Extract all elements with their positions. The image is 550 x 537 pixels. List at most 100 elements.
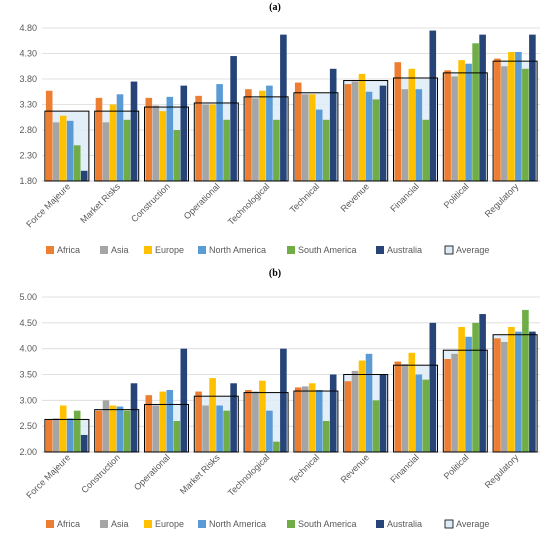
bar-average-outline <box>144 106 189 182</box>
bar-asia <box>501 66 508 181</box>
bar-africa <box>344 381 352 452</box>
bar-asia <box>52 418 60 452</box>
bar-south-america <box>123 410 131 452</box>
x-tick-label: Financial <box>388 181 421 214</box>
x-tick-label: Market Risks <box>178 452 222 496</box>
bar-south-america <box>123 119 131 181</box>
bar-africa <box>195 95 202 181</box>
bar-europe <box>59 115 67 181</box>
bar-asia <box>401 364 409 452</box>
bar-south-america <box>522 309 529 452</box>
bar-australia <box>280 34 287 181</box>
bar-south-america <box>223 410 230 452</box>
bar-south-america <box>273 441 280 452</box>
bar-europe <box>308 94 316 181</box>
bar-europe <box>408 352 416 452</box>
bar-average-outline <box>94 110 140 182</box>
bar-north-america <box>365 91 373 181</box>
bar-south-america <box>472 43 479 181</box>
bar-asia <box>351 81 359 181</box>
bar-south-america <box>322 421 330 452</box>
bar-south-america <box>372 400 380 452</box>
bar-africa <box>444 359 451 452</box>
bar-north-america <box>116 94 124 181</box>
bar-australia <box>529 331 536 452</box>
bar-average-outline <box>343 374 389 453</box>
bar-europe <box>458 326 465 452</box>
bar-europe <box>59 405 67 452</box>
legend-swatch <box>144 246 152 254</box>
bar-europe <box>308 383 316 452</box>
y-tick-label: 4.30 <box>19 49 37 59</box>
x-tick-label: Political <box>442 181 471 210</box>
bar-north-america <box>116 406 124 452</box>
bar-asia <box>202 104 209 181</box>
y-tick-label: 3.80 <box>19 74 37 84</box>
legend-swatch <box>287 246 295 254</box>
legend-label: Average <box>456 245 489 255</box>
legend-swatch <box>376 246 384 254</box>
bar-europe <box>209 378 216 452</box>
x-tick-label: Regulatory <box>483 181 521 219</box>
bar-asia <box>252 391 259 452</box>
bar-north-america <box>66 120 74 181</box>
y-tick-label: 3.00 <box>19 395 37 405</box>
bar-south-america <box>422 119 430 181</box>
bar-north-america <box>66 418 74 452</box>
bar-africa <box>145 97 153 181</box>
bar-africa <box>444 70 451 181</box>
bar-australia <box>529 34 536 181</box>
bar-asia <box>401 89 409 181</box>
bar-africa <box>45 419 53 452</box>
bar-australia <box>379 374 387 452</box>
legend-swatch <box>287 520 295 528</box>
bar-australia <box>130 383 138 452</box>
bar-average-outline <box>442 349 488 453</box>
bar-north-america <box>415 374 423 452</box>
legend-label: Africa <box>57 519 80 529</box>
bar-africa <box>95 410 103 452</box>
legend: Africa Asia Europe North America South Ameri… <box>46 245 489 255</box>
x-tick-label: Force Majeure <box>24 452 72 500</box>
bar-europe <box>259 90 266 181</box>
bar-average-outline <box>144 403 189 453</box>
bar-africa <box>95 97 103 181</box>
legend-label: South America <box>298 245 357 255</box>
bar-asia <box>451 76 458 181</box>
x-tick-label: Operational <box>182 181 222 221</box>
bar-north-america <box>415 89 423 181</box>
y-tick-label: 2.30 <box>19 151 37 161</box>
bar-asia <box>301 386 309 452</box>
bar-average-outline <box>293 92 339 182</box>
bar-australia <box>379 85 387 181</box>
bar-europe <box>508 51 515 181</box>
legend-label: Asia <box>111 519 129 529</box>
bar-average-outline <box>44 418 90 453</box>
bar-africa <box>245 89 252 181</box>
x-tick-label: Regulatory <box>483 452 521 490</box>
bar-average-outline <box>393 364 438 453</box>
y-tick-label: 4.50 <box>19 318 37 328</box>
y-tick-label: 3.50 <box>19 370 37 380</box>
bar-australia <box>80 170 88 181</box>
bar-africa <box>195 391 202 452</box>
bar-north-america <box>365 353 373 452</box>
y-tick-label: 4.80 <box>19 23 37 33</box>
chart-panel-b: (b) 2.00 2.50 3.00 3.50 4.00 4.50 5.00 Force Maj… <box>19 268 540 529</box>
bar-africa <box>394 62 402 181</box>
bar-average-outline <box>193 395 239 453</box>
bar-australia <box>230 383 237 452</box>
x-tick-label: Revenue <box>339 452 372 485</box>
legend-label: North America <box>209 519 266 529</box>
bar-africa <box>294 82 302 181</box>
bar-europe <box>358 360 366 452</box>
bar-europe <box>159 391 167 452</box>
bar-south-america <box>322 119 330 181</box>
bar-average-outline <box>243 392 289 453</box>
bar-average-outline <box>44 110 90 182</box>
bar-europe <box>159 111 167 181</box>
bar-europe <box>109 405 117 452</box>
bar-south-america <box>73 145 81 181</box>
bar-north-america <box>216 405 223 452</box>
